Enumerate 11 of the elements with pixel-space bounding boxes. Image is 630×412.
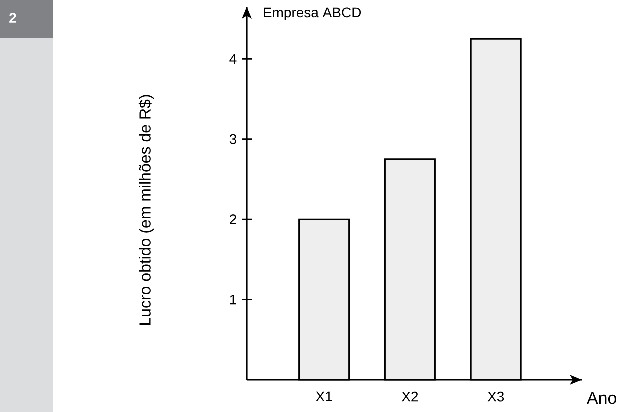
x-tick-label: X1: [316, 392, 332, 402]
y-tick-label: 2: [230, 214, 236, 224]
y-axis-title: Lucro obtido (em milhões de R$): [138, 95, 154, 326]
x-tick-label: X3: [488, 392, 504, 402]
y-tick-label: 3: [230, 134, 237, 144]
y-tick-label: 1: [230, 294, 236, 305]
y-tick-label: 4: [230, 54, 237, 64]
x-axis-title: Ano: [587, 392, 616, 404]
x-tick-label: X2: [402, 392, 418, 402]
chart-title: Empresa ABCD: [264, 8, 362, 20]
text: 2: [10, 13, 16, 23]
